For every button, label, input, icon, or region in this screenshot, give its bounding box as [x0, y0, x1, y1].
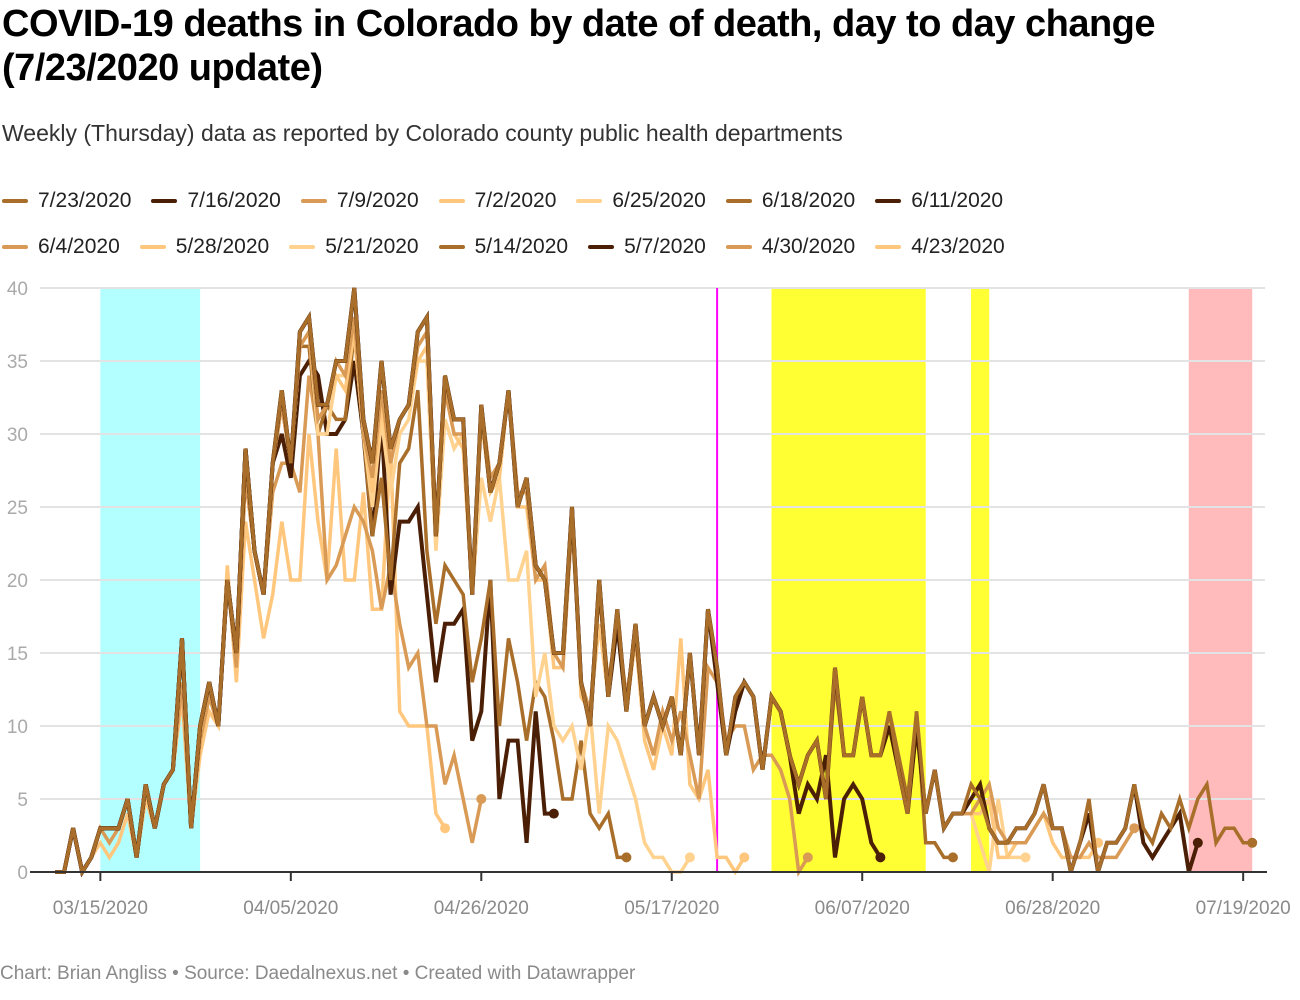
legend-label: 7/2/2020 — [474, 189, 557, 212]
legend-label: 6/11/2020 — [911, 189, 1004, 212]
series-end-point[interactable] — [1192, 837, 1203, 848]
legend-swatch — [300, 199, 327, 203]
legend-item[interactable]: 5/21/2020 — [289, 235, 419, 259]
x-tick-label: 04/26/2020 — [434, 898, 529, 919]
series-end-point[interactable] — [684, 852, 695, 863]
legend-item[interactable]: 6/4/2020 — [2, 235, 120, 259]
legend-label: 5/21/2020 — [325, 235, 419, 258]
y-tick-label: 30 — [7, 425, 28, 446]
legend-label: 5/28/2020 — [175, 235, 270, 258]
legend-item[interactable]: 5/7/2020 — [588, 235, 706, 259]
x-tick-label: 03/15/2020 — [53, 898, 148, 919]
y-tick-label: 25 — [7, 498, 28, 519]
series-end-point[interactable] — [1247, 837, 1258, 848]
legend-item[interactable]: 6/18/2020 — [725, 189, 856, 213]
y-tick-label: 40 — [7, 279, 28, 300]
legend: 7/23/2020 7/16/2020 7/9/2020 7/2/2020 6/… — [2, 178, 1202, 270]
legend-item[interactable]: 7/2/2020 — [438, 189, 557, 213]
series-end-point[interactable] — [476, 794, 487, 804]
legend-swatch — [289, 245, 316, 249]
legend-swatch — [438, 245, 465, 249]
series-end-point[interactable] — [1129, 823, 1140, 834]
series-end-point[interactable] — [875, 852, 886, 863]
chart-title: COVID-19 deaths in Colorado by date of d… — [2, 3, 1156, 89]
x-tick-label: 07/19/2020 — [1196, 898, 1291, 919]
y-tick-label: 5 — [17, 790, 28, 811]
chart-footer: Chart: Brian Angliss • Source: Daedalnex… — [0, 963, 636, 984]
legend-item[interactable]: 7/16/2020 — [151, 189, 281, 213]
legend-label: 6/4/2020 — [38, 235, 120, 258]
y-tick-label: 15 — [7, 644, 28, 665]
y-tick-label: 20 — [7, 571, 28, 592]
chart-subtitle: Weekly (Thursday) data as reported by Co… — [2, 120, 843, 146]
legend-label: 4/23/2020 — [911, 235, 1005, 258]
x-tick-label: 06/28/2020 — [1005, 898, 1100, 919]
legend-swatch — [139, 245, 166, 249]
legend-swatch — [725, 245, 752, 249]
legend-label: 4/30/2020 — [761, 235, 856, 258]
legend-label: 6/25/2020 — [612, 189, 706, 212]
series-lines — [55, 287, 1258, 878]
series-end-point[interactable] — [548, 808, 559, 819]
series-end-point[interactable] — [440, 823, 451, 834]
legend-swatch — [588, 245, 615, 249]
legend-swatch — [438, 199, 465, 203]
legend-label: 7/16/2020 — [187, 189, 281, 212]
legend-row-1: 7/23/2020 7/16/2020 7/9/2020 7/2/2020 6/… — [2, 178, 1202, 224]
legend-item[interactable]: 4/23/2020 — [875, 235, 1005, 259]
legend-swatch — [576, 199, 603, 203]
legend-label: 5/7/2020 — [624, 235, 706, 258]
legend-item[interactable]: 7/23/2020 — [2, 189, 131, 213]
series-end-point[interactable] — [739, 852, 750, 863]
legend-label: 7/23/2020 — [38, 189, 132, 212]
x-tick-label: 06/07/2020 — [815, 898, 910, 919]
legend-label: 7/9/2020 — [336, 189, 419, 212]
y-tick-label: 0 — [17, 863, 28, 884]
series-end-point[interactable] — [947, 852, 958, 863]
x-tick-label: 05/17/2020 — [624, 898, 719, 919]
x-tick-label: 04/05/2020 — [243, 898, 338, 919]
y-tick-label: 35 — [7, 352, 28, 373]
series-end-point[interactable] — [802, 852, 813, 863]
legend-label: 5/14/2020 — [474, 235, 569, 258]
legend-swatch — [151, 199, 178, 203]
legend-swatch — [2, 199, 28, 203]
legend-item[interactable]: 5/28/2020 — [139, 235, 270, 259]
legend-swatch — [725, 199, 752, 203]
x-axis: 03/15/2020 04/05/2020 04/26/2020 05/17/2020… — [30, 871, 1291, 919]
y-axis-labels: 0 5 10 15 20 25 30 35 40 — [7, 279, 28, 884]
legend-label: 6/18/2020 — [761, 189, 856, 212]
legend-item[interactable]: 7/9/2020 — [300, 189, 419, 213]
gridlines — [40, 287, 1265, 800]
legend-swatch — [2, 245, 28, 249]
y-tick-label: 10 — [7, 717, 28, 738]
legend-item[interactable]: 6/11/2020 — [875, 189, 1003, 213]
legend-item[interactable]: 6/25/2020 — [576, 189, 706, 213]
legend-item[interactable]: 4/30/2020 — [725, 235, 856, 259]
legend-swatch — [875, 245, 902, 249]
legend-row-2: 6/4/2020 5/28/2020 5/21/2020 5/14/2020 5… — [2, 224, 1202, 270]
series-line-7-23-2020[interactable] — [55, 287, 1253, 877]
series-end-point[interactable] — [621, 852, 632, 863]
legend-swatch — [875, 199, 902, 203]
legend-item[interactable]: 5/14/2020 — [438, 235, 569, 259]
series-end-point[interactable] — [1020, 852, 1031, 863]
